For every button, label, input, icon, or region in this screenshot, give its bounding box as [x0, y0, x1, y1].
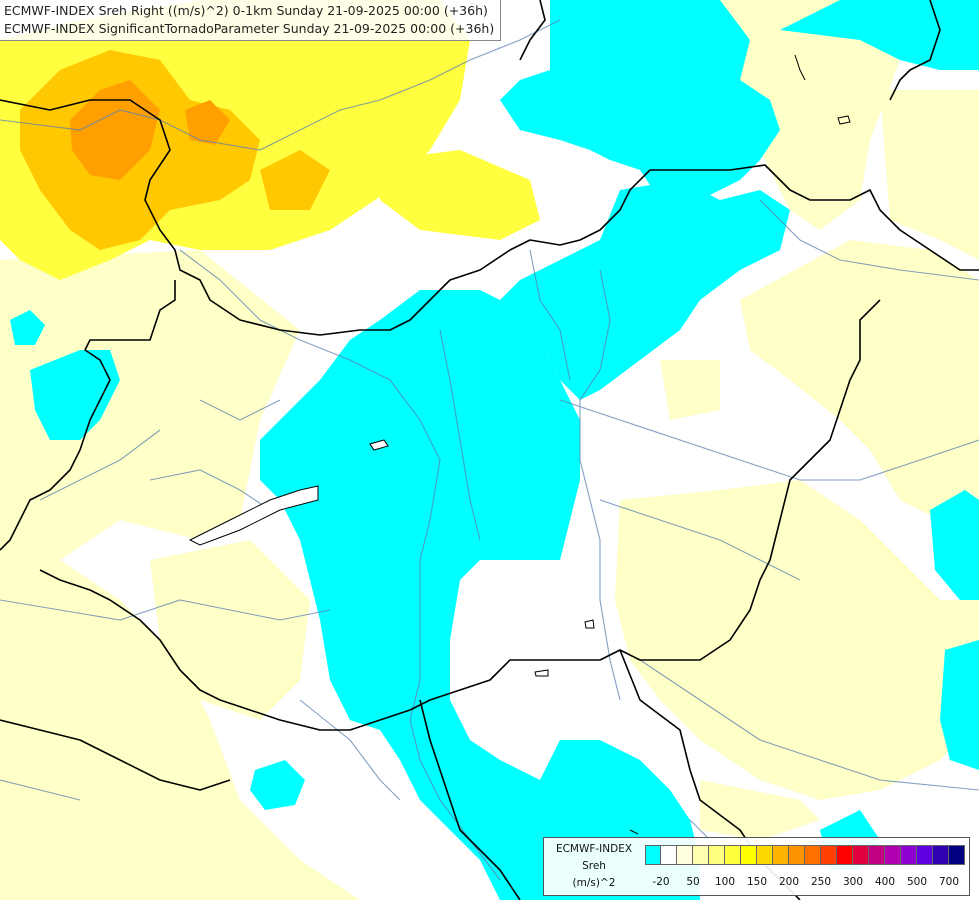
title-line-2: ECMWF-INDEX SignificantTornadoParameter … [4, 21, 495, 36]
legend-swatch [901, 845, 917, 865]
legend-tick-label: 250 [810, 876, 832, 888]
legend-title: ECMWF-INDEX [555, 843, 633, 855]
legend-swatch [869, 845, 885, 865]
legend-swatch [661, 845, 677, 865]
legend-swatch [773, 845, 789, 865]
legend-tick-label: 400 [874, 876, 896, 888]
legend-swatch [933, 845, 949, 865]
small-outlines [534, 54, 851, 835]
legend-swatch [645, 845, 661, 865]
legend-swatch [757, 845, 773, 865]
legend-param: Sreh [582, 860, 606, 872]
legend-swatch [693, 845, 709, 865]
legend-tick-label: 300 [842, 876, 864, 888]
legend-swatch [741, 845, 757, 865]
legend-swatches [645, 845, 965, 866]
legend-swatch [677, 845, 693, 865]
legend-tick-label: 150 [746, 876, 768, 888]
map-title-box: ECMWF-INDEX Sreh Right ((m/s)^2) 0-1km S… [0, 0, 502, 41]
legend-tick-label: 200 [778, 876, 800, 888]
legend-tick-label: 100 [714, 876, 736, 888]
legend-swatch [821, 845, 837, 865]
title-line-1: ECMWF-INDEX Sreh Right ((m/s)^2) 0-1km S… [4, 3, 488, 18]
legend-swatch [789, 845, 805, 865]
legend-swatch [709, 845, 725, 865]
legend-tick-label: 700 [938, 876, 960, 888]
legend-swatch [949, 845, 965, 865]
legend-tick-label: -20 [652, 876, 670, 888]
color-legend: ECMWF-INDEX Sreh (m/s)^2 -20 50 100 150 200 2… [543, 837, 970, 896]
small-lake-outline [369, 439, 389, 451]
legend-swatch [917, 845, 933, 865]
legend-tick-label: 50 [686, 876, 700, 888]
legend-tick-label: 500 [906, 876, 928, 888]
legend-swatch [853, 845, 869, 865]
sreh-cyan-field [10, 0, 979, 900]
legend-swatch [725, 845, 741, 865]
legend-swatch [885, 845, 901, 865]
legend-swatch [837, 845, 853, 865]
legend-swatch [805, 845, 821, 865]
legend-unit: (m/s)^2 [572, 877, 616, 889]
lake-outline [188, 485, 319, 546]
rivers [0, 19, 979, 881]
